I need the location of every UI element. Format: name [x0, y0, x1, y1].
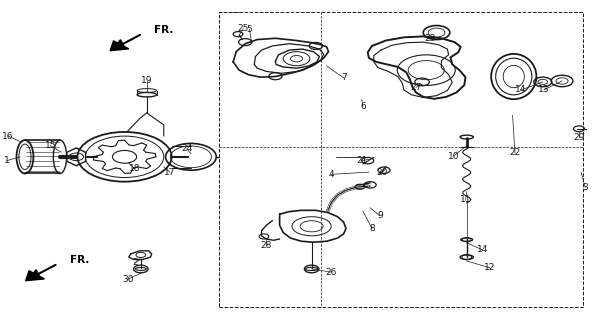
Text: 18: 18: [129, 164, 140, 173]
Text: 19: 19: [141, 76, 152, 85]
Text: 1: 1: [4, 156, 10, 165]
Text: 6: 6: [360, 102, 366, 111]
Text: 26: 26: [326, 268, 337, 277]
Text: 17: 17: [164, 168, 175, 177]
Text: 10: 10: [448, 152, 459, 161]
Text: FR.: FR.: [70, 255, 90, 265]
Text: 15: 15: [45, 141, 56, 150]
Text: FR.: FR.: [154, 25, 174, 35]
Polygon shape: [110, 41, 129, 51]
Text: 29: 29: [574, 132, 584, 141]
Text: 4: 4: [329, 170, 335, 179]
Text: 23: 23: [425, 34, 436, 43]
Text: 3: 3: [582, 183, 588, 192]
Text: 14: 14: [515, 85, 527, 94]
Text: 28: 28: [261, 241, 272, 250]
Text: 21: 21: [356, 156, 367, 165]
Text: 13: 13: [538, 85, 550, 94]
Text: 12: 12: [484, 263, 495, 272]
Text: 16: 16: [2, 132, 14, 140]
Text: 2: 2: [132, 258, 137, 267]
Text: 5: 5: [247, 25, 252, 34]
Text: 9: 9: [377, 211, 383, 220]
Text: 14: 14: [477, 245, 488, 254]
Text: 11: 11: [460, 195, 471, 204]
Text: 25: 25: [238, 24, 249, 33]
Polygon shape: [25, 271, 44, 281]
Text: 30: 30: [122, 275, 133, 284]
Text: 24: 24: [181, 144, 192, 153]
Text: 27: 27: [410, 83, 422, 92]
Text: 20: 20: [376, 168, 388, 177]
Text: 22: 22: [509, 148, 521, 157]
Text: 8: 8: [369, 224, 375, 233]
Text: 7: 7: [341, 73, 347, 82]
